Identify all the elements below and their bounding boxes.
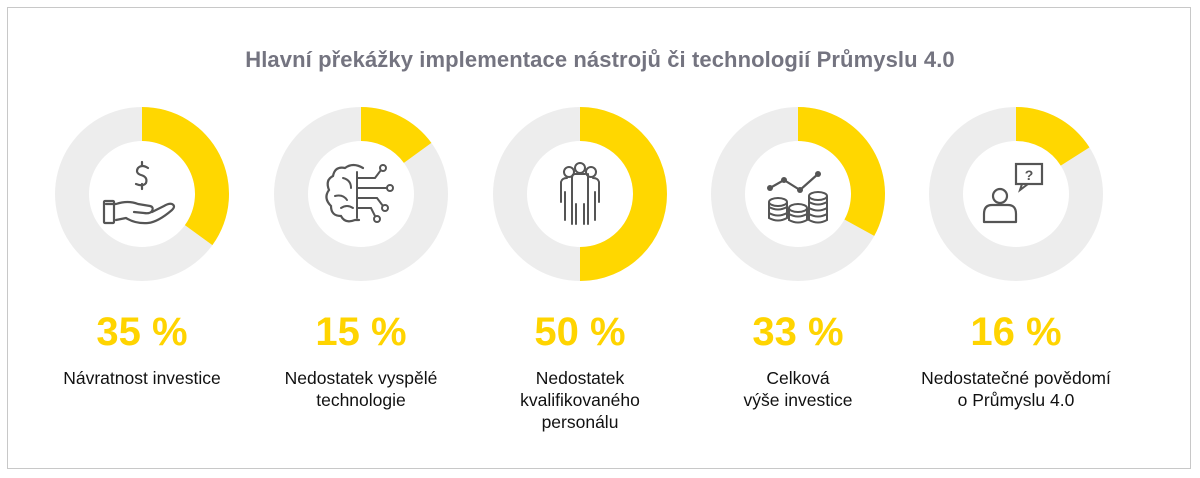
hand-dollar-icon	[102, 160, 176, 225]
donut-segment	[580, 107, 667, 281]
donut-segment	[142, 107, 229, 246]
donut-item: 35 % Návratnost investice	[32, 0, 252, 478]
category-label-line: technologie	[316, 390, 406, 410]
category-label-line: o Průmyslu 4.0	[957, 390, 1075, 410]
category-label-line: výše investice	[743, 390, 853, 410]
donut-item: 15 % Nedostatek vyspělé technologie	[251, 0, 471, 478]
people-group-icon	[560, 162, 600, 225]
chart-title: Hlavní překážky implementace nástrojů či…	[245, 47, 955, 72]
category-label: Nedostatečné povědomí o Průmyslu 4.0	[906, 367, 1126, 411]
coins-chart-icon	[767, 171, 828, 224]
donut-segment	[1016, 107, 1090, 166]
donut-chart: ?	[929, 107, 1103, 281]
category-label-line: Návratnost investice	[63, 368, 221, 388]
donut-item: 50 % Nedostatek kvalifikovaného personálu	[470, 0, 690, 478]
person-question-icon: ?	[982, 162, 1044, 224]
category-label: Návratnost investice	[32, 367, 252, 389]
category-label: Nedostatek kvalifikovaného personálu	[470, 367, 690, 433]
percent-label: 15 %	[315, 310, 407, 354]
category-label-line: kvalifikovaného	[520, 390, 640, 410]
donut-item: ? 16 % Nedostatečné povědomí o Průmyslu 4.…	[906, 0, 1126, 478]
category-label-line: Celková	[766, 368, 830, 388]
donut-chart	[274, 107, 448, 281]
category-label-line: Nedostatečné povědomí	[921, 368, 1111, 388]
brain-circuit-icon	[325, 163, 394, 223]
percent-label: 35 %	[96, 310, 188, 354]
donut-chart	[493, 107, 667, 281]
category-label: Nedostatek vyspělé technologie	[251, 367, 471, 411]
svg-text:?: ?	[1025, 167, 1034, 183]
category-label: Celková výše investice	[688, 367, 908, 411]
donut-segment	[361, 107, 432, 163]
category-label-line: Nedostatek	[535, 368, 625, 388]
percent-label: 33 %	[752, 310, 844, 354]
donut-chart	[711, 107, 885, 281]
donut-segment	[798, 107, 885, 236]
category-label-line: personálu	[541, 412, 619, 432]
category-label-line: Nedostatek vyspělé	[284, 368, 438, 388]
donut-item: 33 % Celková výše investice	[688, 0, 908, 478]
percent-label: 50 %	[534, 310, 626, 354]
percent-label: 16 %	[970, 310, 1062, 354]
donut-chart	[55, 107, 229, 281]
